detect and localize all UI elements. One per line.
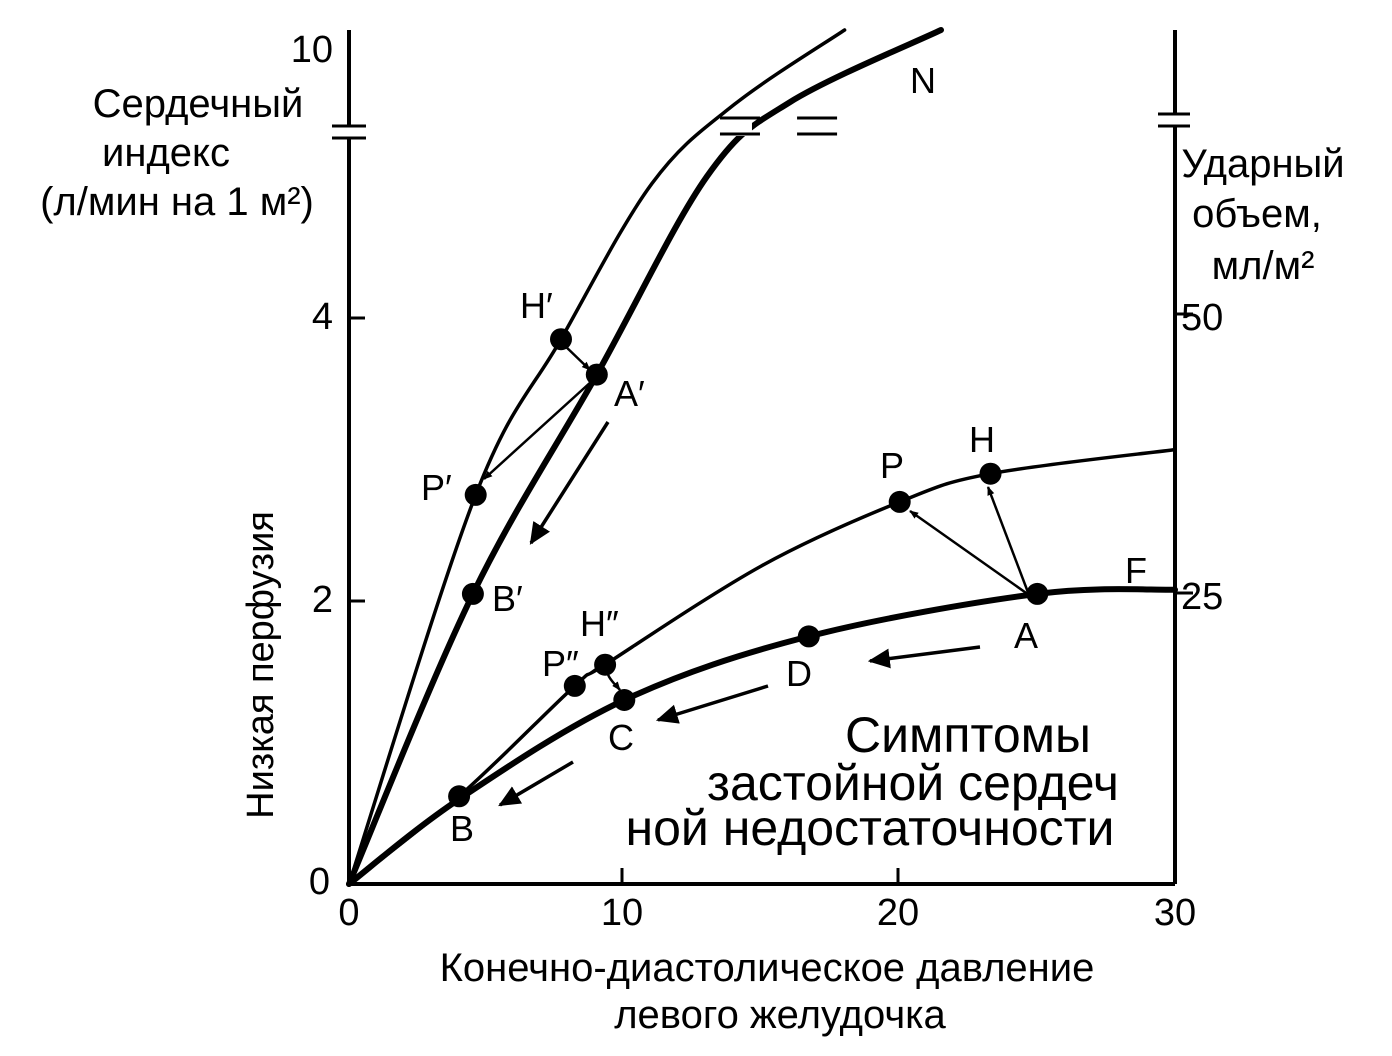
point-label-Hdouble: H″ [580, 603, 619, 644]
point-C [613, 689, 636, 711]
flow-arrow-upper [529, 421, 610, 545]
y-axis-title: Сердечный индекс (л/мин на 1 м²) [40, 82, 314, 224]
point-label-H: H [969, 419, 995, 460]
point-label-A: A [1014, 615, 1038, 656]
point-labels: H′ A′ P′ B′ P H A D H″ P″ C B [421, 285, 1038, 849]
point-Hprime [550, 328, 572, 351]
right-axis-break [1158, 112, 1190, 128]
arrow-A-to-H [986, 486, 1031, 596]
svg-text:индекс: индекс [102, 131, 230, 175]
point-Hdouble [594, 653, 617, 676]
connector-arrows [483, 342, 1031, 691]
y2-tick-label-25: 25 [1181, 576, 1223, 618]
svg-text:Сердечный: Сердечный [93, 82, 304, 126]
left-axis-break [332, 124, 366, 140]
svg-text:мл/м²: мл/м² [1212, 244, 1315, 288]
svg-text:Симптомы: Симптомы [845, 707, 1091, 763]
point-P [888, 490, 911, 513]
x-tick-label-0: 0 [338, 892, 359, 934]
svg-text:объем,: объем, [1192, 192, 1322, 236]
point-label-C: C [608, 717, 634, 758]
point-label-Aprime: A′ [614, 373, 645, 414]
curve-N [346, 27, 944, 887]
point-label-Hprime: H′ [520, 285, 553, 326]
y2-tick-label-50: 50 [1181, 297, 1223, 339]
point-B [448, 785, 471, 808]
y-tick-label-0: 0 [309, 861, 330, 903]
flow-arrow-D-to-C [655, 684, 769, 724]
flow-arrow-C-to-B [498, 760, 574, 807]
y-tick-label-2: 2 [312, 579, 333, 621]
svg-text:(л/мин на 1 м²): (л/мин на 1 м²) [40, 180, 314, 224]
x-tick-label-10: 10 [601, 892, 643, 934]
curve-upper-improved [347, 28, 847, 886]
svg-text:Конечно-диастолическое давлени: Конечно-диастолическое давление [440, 946, 1095, 990]
point-label-D: D [786, 653, 812, 694]
svg-text:Ударный: Ударный [1181, 142, 1344, 186]
y2-ticks [1175, 312, 1193, 595]
x-axis-title: Конечно-диастолическое давление левого ж… [440, 946, 1095, 1037]
curves [346, 27, 1178, 887]
x-tick-label-30: 30 [1154, 892, 1196, 934]
point-D [797, 625, 820, 648]
congestion-annotation: Симптомы застойной сердеч ной недостаточ… [626, 707, 1119, 856]
series-label-N: N [910, 60, 936, 101]
point-Bprime [461, 582, 484, 605]
curve-break-gap-1 [727, 118, 752, 136]
series-label-F: F [1125, 550, 1147, 591]
point-Pprime [464, 483, 487, 506]
point-Aprime [585, 363, 608, 386]
point-Pdouble [563, 674, 586, 697]
point-label-B: B [450, 808, 474, 849]
y2-axis-title: Ударный объем, мл/м² [1181, 142, 1344, 288]
arrow-A-to-P [909, 509, 1030, 597]
y-tick-label-10: 10 [291, 29, 333, 71]
flow-arrow-A-to-D [867, 645, 981, 669]
point-label-P: P [880, 445, 904, 486]
y-ticks [349, 316, 365, 603]
arrow-Aprime-to-Pprime [483, 380, 593, 480]
flow-arrows [498, 421, 981, 807]
x-ticks [620, 868, 900, 884]
x-tick-label-20: 20 [877, 892, 919, 934]
point-label-Pprime: P′ [421, 467, 452, 508]
svg-text:левого желудочка: левого желудочка [614, 993, 946, 1037]
point-A [1026, 582, 1049, 605]
point-label-Pdouble: P″ [542, 643, 579, 684]
svg-text:застойной сердеч: застойной сердеч [707, 755, 1119, 811]
curve-break-gap-2 [805, 118, 830, 136]
y-tick-label-4: 4 [312, 296, 333, 338]
point-H [979, 462, 1002, 485]
svg-text:ной недостаточности: ной недостаточности [626, 800, 1115, 856]
point-label-Bprime: B′ [492, 578, 523, 619]
y-axis-side-label: Низкая перфузия [240, 511, 282, 819]
points [448, 328, 1049, 808]
